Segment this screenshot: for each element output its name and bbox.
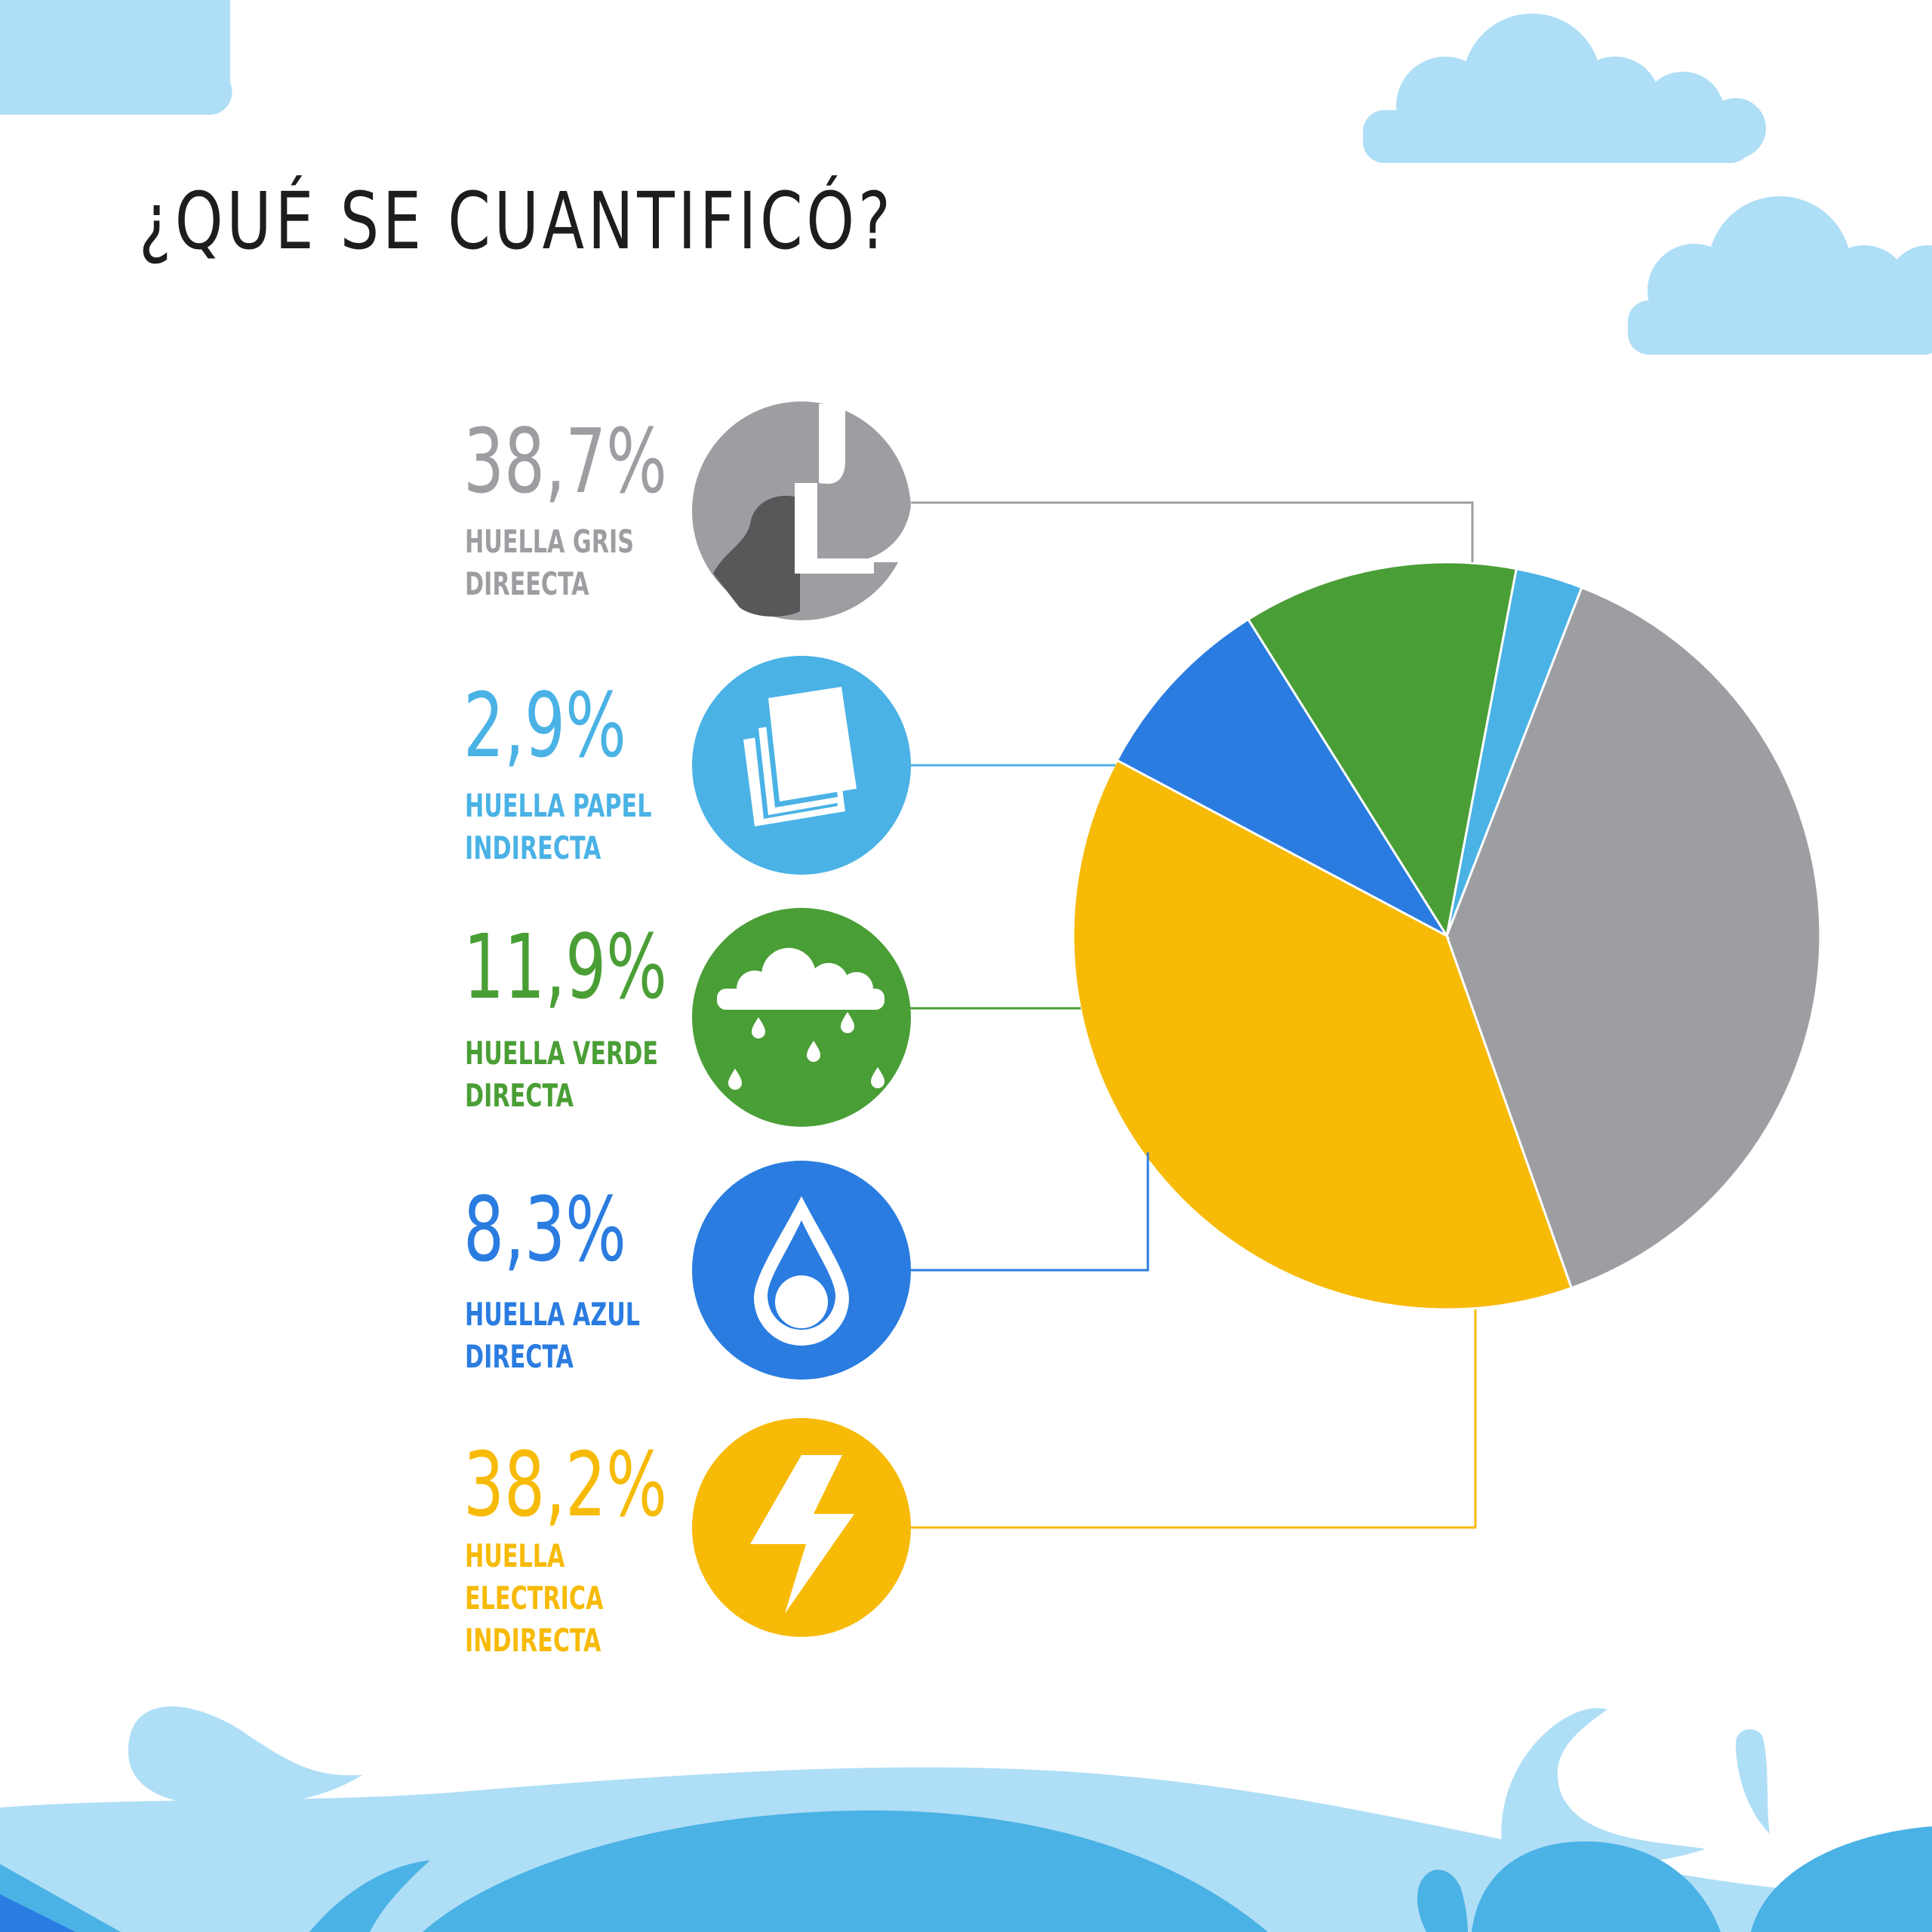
legend-pct-gris: 38,7% bbox=[463, 409, 667, 513]
cloud-top-right-icon bbox=[1363, 14, 1766, 163]
legend-label-gris: HUELLA GRIS DIREECTA bbox=[465, 523, 635, 602]
legend-pct-papel: 2,9% bbox=[463, 673, 626, 777]
pie-slice-verde bbox=[1246, 561, 1518, 940]
pie-slice-gris bbox=[1445, 586, 1822, 1290]
connector-line-gris bbox=[910, 501, 1474, 562]
cloud-right-icon bbox=[1628, 196, 1932, 355]
connector-line-electrica bbox=[910, 1309, 1477, 1529]
water-drop-icon bbox=[692, 1161, 911, 1380]
lightning-bolt-icon bbox=[692, 1418, 911, 1637]
legend-pct-azul: 8,3% bbox=[463, 1177, 626, 1281]
page-title: ¿QUÉ SE CUANTIFICÓ? bbox=[139, 175, 894, 267]
legend-label-papel: HUELLA PAPEL INDIRECTA bbox=[465, 787, 652, 866]
rain-cloud-icon bbox=[692, 908, 911, 1127]
water-waves-icon bbox=[0, 1706, 1932, 1932]
legend-pct-verde: 11,9% bbox=[463, 915, 667, 1019]
pie-slice-electrica bbox=[1072, 758, 1574, 1311]
legend-pct-electrica: 38,2% bbox=[463, 1432, 667, 1537]
legend-label-electrica: HUELLA ELECTRICA INDIRECTA bbox=[465, 1537, 604, 1659]
legend-label-verde: HUELLA VERDE DIRECTA bbox=[465, 1035, 659, 1114]
legend-label-azul: HUELLA AZUL DIRECTA bbox=[465, 1296, 641, 1375]
paper-sheets-icon bbox=[692, 656, 911, 875]
connector-line-azul bbox=[910, 1152, 1149, 1272]
smokestack-icon bbox=[692, 401, 912, 620]
cloud-top-left-icon bbox=[0, 0, 232, 115]
pie-slice-azul bbox=[1115, 617, 1451, 939]
